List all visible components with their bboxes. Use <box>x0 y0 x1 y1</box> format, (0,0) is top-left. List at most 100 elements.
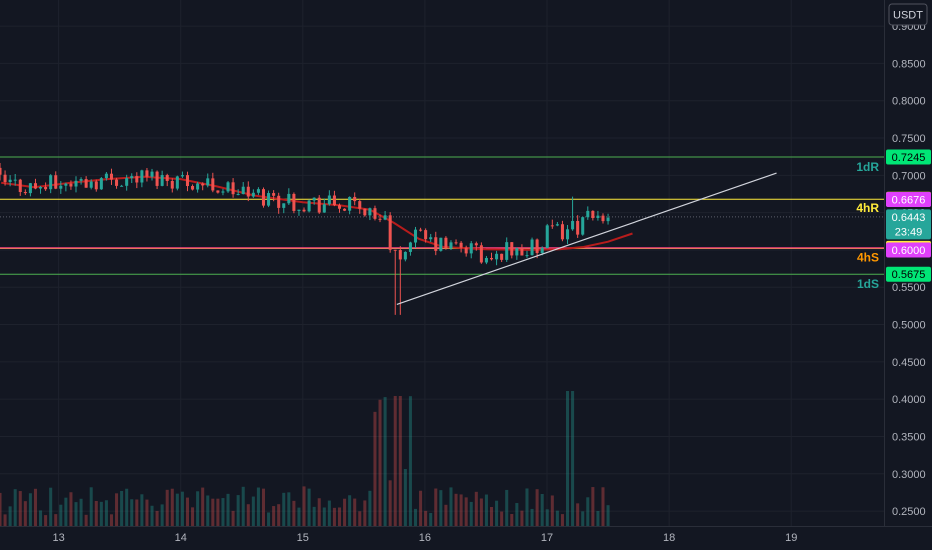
volume-bar <box>3 514 7 526</box>
volume-bar <box>175 493 179 526</box>
price-tick-label: 0.4000 <box>892 394 926 406</box>
volume-bar <box>444 504 448 526</box>
level-name-4hR: 4hR <box>856 201 879 215</box>
candle-body <box>479 245 483 263</box>
volume-bar <box>353 498 357 526</box>
volume-bar <box>165 489 169 526</box>
candle-body <box>170 180 174 189</box>
volume-bar <box>419 490 423 526</box>
candle-body <box>54 175 58 189</box>
volume-bar <box>79 498 83 526</box>
candle-body <box>596 215 600 218</box>
volume-bar <box>540 493 544 526</box>
candle-body <box>18 179 22 193</box>
volume-bar <box>454 493 458 526</box>
price-badges: 0.72450.66800.60210.56750.66760.60000.64… <box>886 149 931 282</box>
volume-bar <box>109 514 113 526</box>
time-axis[interactable]: 13 14 15 16 17 18 19 <box>52 532 797 544</box>
volume-bar <box>145 499 149 526</box>
candle-body <box>510 242 514 256</box>
volume-bar <box>272 506 276 526</box>
volume-bar <box>530 508 534 526</box>
volume-bar <box>104 500 108 526</box>
currency-button[interactable]: USDT <box>888 3 928 26</box>
candle-body <box>89 181 93 188</box>
candle-body <box>120 185 124 187</box>
price-badge-extra-bg <box>886 242 931 258</box>
volume-bar <box>302 486 306 526</box>
price-tick-label: 0.3500 <box>892 431 926 443</box>
price-tick-label: 0.2500 <box>892 506 926 518</box>
candle-body <box>39 187 43 189</box>
volume-bar <box>601 487 605 526</box>
candle-body <box>348 196 352 211</box>
volume-bar <box>120 490 124 526</box>
time-tick-label: 13 <box>52 532 64 544</box>
candle-body <box>459 242 463 248</box>
volume-bar <box>515 503 519 526</box>
volume-bar <box>241 486 245 526</box>
volume-bar <box>99 501 103 526</box>
level-name-1dR: 1dR <box>856 160 879 174</box>
volume-bar <box>464 497 468 526</box>
candle-body <box>201 183 205 186</box>
countdown-label: 23:49 <box>895 226 923 238</box>
volume-bar <box>49 487 53 526</box>
volume-bar <box>312 506 316 526</box>
candle-body <box>231 182 235 195</box>
volume-bar <box>560 514 564 526</box>
volume-bar <box>236 495 240 526</box>
candle-body <box>398 250 402 260</box>
candle-body <box>484 257 488 263</box>
volume-bar <box>469 501 473 526</box>
candle-body <box>307 200 311 212</box>
volume-bar <box>358 511 362 526</box>
volume-bar <box>596 510 600 526</box>
volume-bar <box>383 397 387 526</box>
volume-bar <box>191 507 195 526</box>
volume-bar <box>317 498 321 526</box>
price-tick-label: 0.7500 <box>892 133 926 145</box>
candle-body <box>464 247 468 254</box>
price-tick-label: 0.3000 <box>892 469 926 481</box>
candle-body <box>246 186 250 197</box>
candle-body <box>160 175 164 186</box>
volume-bar <box>287 492 291 526</box>
candle-body <box>337 205 342 209</box>
candle-body <box>439 237 443 251</box>
volume-bar <box>261 488 266 526</box>
volume-bar <box>201 487 205 526</box>
candle-body <box>150 171 154 177</box>
volume-bar <box>474 491 478 526</box>
price-axis[interactable]: 0.90000.85000.80000.75000.70000.65000.60… <box>892 21 926 518</box>
volume-bar <box>398 396 402 526</box>
candle-body <box>272 193 276 196</box>
volume-bar <box>348 495 352 526</box>
candle-body <box>373 208 377 219</box>
candle-body <box>571 220 575 230</box>
candle-body <box>211 178 215 191</box>
candle-body <box>236 194 240 196</box>
candle-body <box>8 179 12 183</box>
candle-body <box>297 209 301 211</box>
price-badge-1dR-bg <box>886 149 931 165</box>
volume-bar <box>150 505 154 526</box>
price-tick-label: 0.8500 <box>892 58 926 70</box>
candle-body <box>449 242 453 249</box>
volume-bar <box>282 492 286 526</box>
trendline-path[interactable] <box>396 172 777 305</box>
volume-bar <box>226 493 230 526</box>
volume-bar <box>368 490 372 526</box>
volume-bar <box>94 500 98 526</box>
candle-body <box>353 196 357 202</box>
candle-body <box>261 189 266 206</box>
volume-bar <box>500 511 504 526</box>
volume-bar <box>363 500 367 526</box>
candle-body <box>125 178 129 186</box>
price-badge-extra: 0.6676 <box>892 195 926 207</box>
candle-body <box>565 229 570 240</box>
candle-body <box>221 191 225 193</box>
candle-body <box>312 197 316 201</box>
candle-body <box>292 193 296 211</box>
